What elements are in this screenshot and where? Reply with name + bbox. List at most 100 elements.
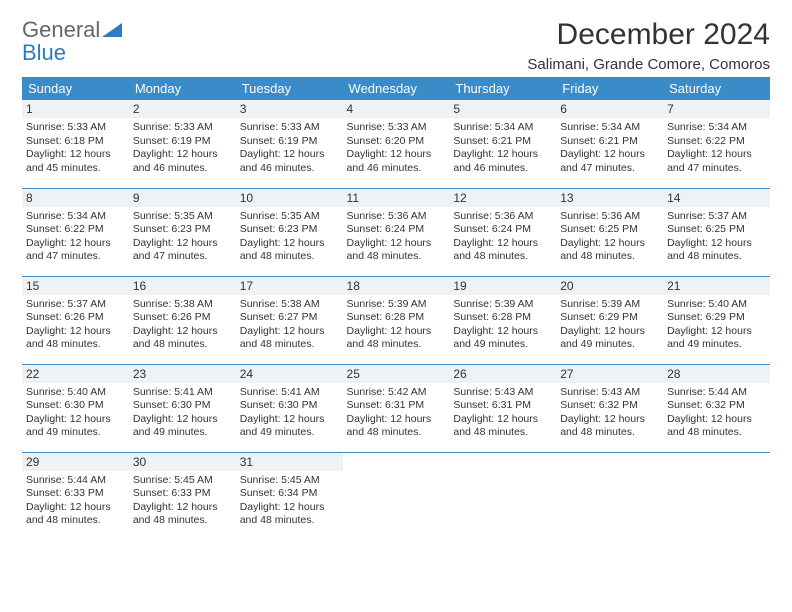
day-info: Sunrise: 5:33 AMSunset: 6:18 PMDaylight:… — [26, 121, 125, 176]
day-number: 9 — [129, 189, 236, 207]
day-number: 11 — [343, 189, 450, 207]
calendar-day-cell: . — [449, 452, 556, 540]
weekday-header-row: SundayMondayTuesdayWednesdayThursdayFrid… — [22, 77, 770, 100]
day-info: Sunrise: 5:40 AMSunset: 6:30 PMDaylight:… — [26, 386, 125, 441]
day-number: 3 — [236, 100, 343, 118]
calendar-week-row: 1 Sunrise: 5:33 AMSunset: 6:18 PMDaylight… — [22, 100, 770, 188]
day-info: Sunrise: 5:34 AMSunset: 6:21 PMDaylight:… — [453, 121, 552, 176]
day-info: Sunrise: 5:41 AMSunset: 6:30 PMDaylight:… — [240, 386, 339, 441]
calendar-table: SundayMondayTuesdayWednesdayThursdayFrid… — [22, 77, 770, 540]
day-number: 10 — [236, 189, 343, 207]
day-info: Sunrise: 5:39 AMSunset: 6:29 PMDaylight:… — [560, 298, 659, 353]
calendar-day-cell: 25 Sunrise: 5:42 AMSunset: 6:31 PMDayligh… — [343, 364, 450, 452]
day-number: 8 — [22, 189, 129, 207]
calendar-day-cell: 2 Sunrise: 5:33 AMSunset: 6:19 PMDaylight… — [129, 100, 236, 188]
day-info: Sunrise: 5:38 AMSunset: 6:27 PMDaylight:… — [240, 298, 339, 353]
calendar-week-row: 29Sunrise: 5:44 AMSunset: 6:33 PMDayligh… — [22, 452, 770, 540]
weekday-header: Thursday — [449, 77, 556, 100]
day-number: 23 — [129, 365, 236, 383]
calendar-day-cell: 4Sunrise: 5:33 AMSunset: 6:20 PMDaylight… — [343, 100, 450, 188]
day-number: 28 — [663, 365, 770, 383]
calendar-day-cell: 9 Sunrise: 5:35 AMSunset: 6:23 PMDaylight… — [129, 188, 236, 276]
calendar-day-cell: 6Sunrise: 5:34 AMSunset: 6:21 PMDaylight… — [556, 100, 663, 188]
weekday-header: Monday — [129, 77, 236, 100]
day-info: Sunrise: 5:34 AMSunset: 6:21 PMDaylight:… — [560, 121, 659, 176]
day-number: 24 — [236, 365, 343, 383]
day-number: 25 — [343, 365, 450, 383]
page-title: December 2024 — [527, 18, 770, 52]
day-info: Sunrise: 5:33 AMSunset: 6:19 PMDaylight:… — [240, 121, 339, 176]
calendar-day-cell: 31 Sunrise: 5:45 AMSunset: 6:34 PMDayligh… — [236, 452, 343, 540]
day-info: Sunrise: 5:39 AMSunset: 6:28 PMDaylight:… — [453, 298, 552, 353]
calendar-day-cell: 26 Sunrise: 5:43 AMSunset: 6:31 PMDayligh… — [449, 364, 556, 452]
calendar-day-cell: 14Sunrise: 5:37 AMSunset: 6:25 PMDayligh… — [663, 188, 770, 276]
day-number: 13 — [556, 189, 663, 207]
day-number: 22 — [22, 365, 129, 383]
day-info: Sunrise: 5:41 AMSunset: 6:30 PMDaylight:… — [133, 386, 232, 441]
calendar-week-row: 22 Sunrise: 5:40 AMSunset: 6:30 PMDayligh… — [22, 364, 770, 452]
logo: General Blue — [22, 18, 122, 64]
day-info: Sunrise: 5:36 AMSunset: 6:24 PMDaylight:… — [347, 210, 446, 265]
logo-line1: General — [22, 17, 100, 42]
title-block: December 2024 Salimani, Grande Comore, C… — [527, 18, 770, 73]
day-number: 17 — [236, 277, 343, 295]
day-number: 29 — [22, 453, 129, 471]
weekday-header: Wednesday — [343, 77, 450, 100]
day-number: 18 — [343, 277, 450, 295]
day-info: Sunrise: 5:36 AMSunset: 6:24 PMDaylight:… — [453, 210, 552, 265]
weekday-header: Saturday — [663, 77, 770, 100]
day-info: Sunrise: 5:34 AMSunset: 6:22 PMDaylight:… — [26, 210, 125, 265]
day-number: 1 — [22, 100, 129, 118]
calendar-day-cell: 20 Sunrise: 5:39 AMSunset: 6:29 PMDayligh… — [556, 276, 663, 364]
calendar-day-cell: 18Sunrise: 5:39 AMSunset: 6:28 PMDayligh… — [343, 276, 450, 364]
day-number: 27 — [556, 365, 663, 383]
day-info: Sunrise: 5:37 AMSunset: 6:26 PMDaylight:… — [26, 298, 125, 353]
calendar-day-cell: 1 Sunrise: 5:33 AMSunset: 6:18 PMDaylight… — [22, 100, 129, 188]
calendar-day-cell: . — [663, 452, 770, 540]
calendar-day-cell: 10 Sunrise: 5:35 AMSunset: 6:23 PMDayligh… — [236, 188, 343, 276]
logo-line2: Blue — [22, 40, 66, 65]
calendar-day-cell: 3 Sunrise: 5:33 AMSunset: 6:19 PMDaylight… — [236, 100, 343, 188]
calendar-day-cell: 5Sunrise: 5:34 AMSunset: 6:21 PMDaylight… — [449, 100, 556, 188]
day-number: 2 — [129, 100, 236, 118]
day-info: Sunrise: 5:37 AMSunset: 6:25 PMDaylight:… — [667, 210, 766, 265]
day-info: Sunrise: 5:34 AMSunset: 6:22 PMDaylight:… — [667, 121, 766, 176]
calendar-day-cell: . — [343, 452, 450, 540]
day-info: Sunrise: 5:35 AMSunset: 6:23 PMDaylight:… — [133, 210, 232, 265]
day-number: 20 — [556, 277, 663, 295]
day-info: Sunrise: 5:35 AMSunset: 6:23 PMDaylight:… — [240, 210, 339, 265]
calendar-day-cell: 8 Sunrise: 5:34 AMSunset: 6:22 PMDaylight… — [22, 188, 129, 276]
calendar-day-cell: 24 Sunrise: 5:41 AMSunset: 6:30 PMDayligh… — [236, 364, 343, 452]
calendar-day-cell: 12Sunrise: 5:36 AMSunset: 6:24 PMDayligh… — [449, 188, 556, 276]
calendar-week-row: 8 Sunrise: 5:34 AMSunset: 6:22 PMDaylight… — [22, 188, 770, 276]
calendar-day-cell: 15Sunrise: 5:37 AMSunset: 6:26 PMDayligh… — [22, 276, 129, 364]
day-number: 21 — [663, 277, 770, 295]
calendar-day-cell: . — [556, 452, 663, 540]
calendar-body: 1 Sunrise: 5:33 AMSunset: 6:18 PMDaylight… — [22, 100, 770, 540]
calendar-day-cell: 16Sunrise: 5:38 AMSunset: 6:26 PMDayligh… — [129, 276, 236, 364]
calendar-day-cell: 29Sunrise: 5:44 AMSunset: 6:33 PMDayligh… — [22, 452, 129, 540]
day-info: Sunrise: 5:36 AMSunset: 6:25 PMDaylight:… — [560, 210, 659, 265]
day-info: Sunrise: 5:33 AMSunset: 6:19 PMDaylight:… — [133, 121, 232, 176]
day-info: Sunrise: 5:43 AMSunset: 6:31 PMDaylight:… — [453, 386, 552, 441]
weekday-header: Sunday — [22, 77, 129, 100]
calendar-day-cell: 22 Sunrise: 5:40 AMSunset: 6:30 PMDayligh… — [22, 364, 129, 452]
day-info: Sunrise: 5:44 AMSunset: 6:32 PMDaylight:… — [667, 386, 766, 441]
calendar-day-cell: 13 Sunrise: 5:36 AMSunset: 6:25 PMDayligh… — [556, 188, 663, 276]
weekday-header: Tuesday — [236, 77, 343, 100]
calendar-day-cell: 30Sunrise: 5:45 AMSunset: 6:33 PMDayligh… — [129, 452, 236, 540]
calendar-day-cell: 27Sunrise: 5:43 AMSunset: 6:32 PMDayligh… — [556, 364, 663, 452]
day-info: Sunrise: 5:40 AMSunset: 6:29 PMDaylight:… — [667, 298, 766, 353]
day-info: Sunrise: 5:45 AMSunset: 6:34 PMDaylight:… — [240, 474, 339, 529]
day-number: 16 — [129, 277, 236, 295]
logo-text: General Blue — [22, 18, 122, 64]
day-number: 31 — [236, 453, 343, 471]
header: General Blue December 2024 Salimani, Gra… — [22, 18, 770, 73]
weekday-header: Friday — [556, 77, 663, 100]
logo-triangle-icon — [102, 17, 122, 42]
day-number: 26 — [449, 365, 556, 383]
calendar-day-cell: 21 Sunrise: 5:40 AMSunset: 6:29 PMDayligh… — [663, 276, 770, 364]
calendar-day-cell: 28 Sunrise: 5:44 AMSunset: 6:32 PMDayligh… — [663, 364, 770, 452]
day-info: Sunrise: 5:42 AMSunset: 6:31 PMDaylight:… — [347, 386, 446, 441]
location-text: Salimani, Grande Comore, Comoros — [527, 56, 770, 73]
